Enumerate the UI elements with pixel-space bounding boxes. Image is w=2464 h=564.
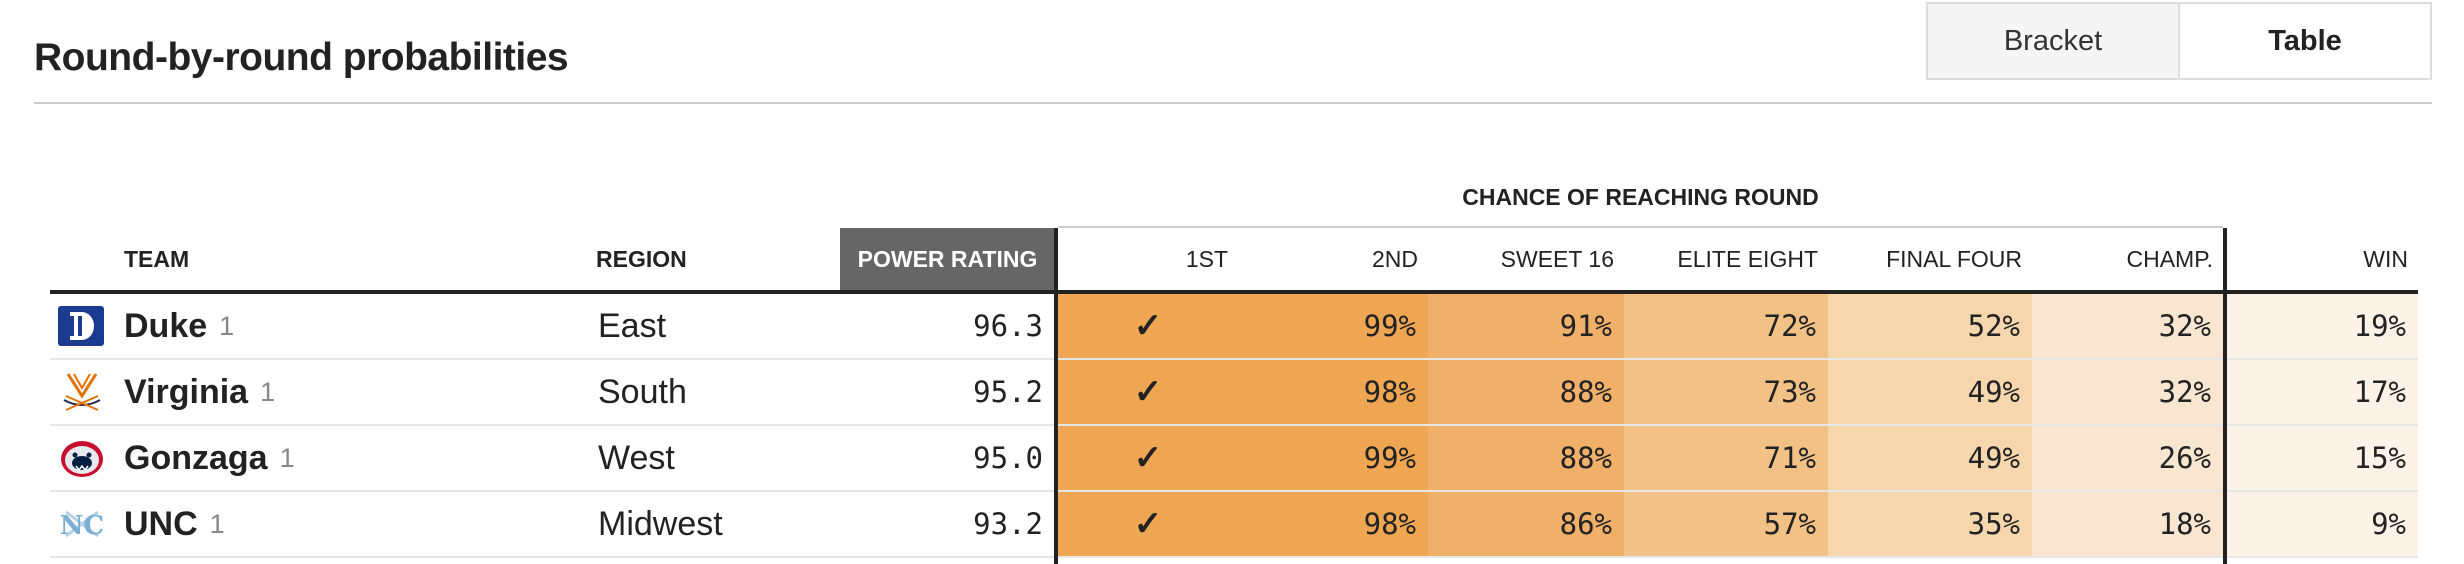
bracket-view-button[interactable]: Bracket bbox=[1928, 4, 2180, 78]
cell-e8: 71% bbox=[1624, 426, 1828, 490]
chance-group-header: CHANCE OF REACHING ROUND bbox=[1462, 184, 1819, 210]
power-rating-cell: 96.3 bbox=[973, 309, 1043, 343]
cell-win: 19% bbox=[2227, 294, 2418, 358]
team-name: Duke bbox=[124, 306, 208, 345]
power-rating-cell: 93.2 bbox=[973, 507, 1043, 541]
cell-champ: 26% bbox=[2032, 426, 2223, 490]
cell-r1: ✓ bbox=[1058, 492, 1238, 556]
page-title: Round-by-round probabilities bbox=[34, 36, 569, 79]
table-row[interactable]: ✓ 98% 88% 73% 49% 32% 17% Virginia 1 South 95.2 bbox=[50, 360, 2418, 426]
column-header-1st[interactable]: 1ST bbox=[1185, 245, 1228, 272]
team-seed: 1 bbox=[219, 310, 235, 341]
row-divider bbox=[50, 424, 2418, 426]
cell-win: 9% bbox=[2227, 492, 2418, 556]
team-cell: Gonzaga 1 bbox=[124, 426, 295, 490]
team-name: Gonzaga bbox=[124, 438, 268, 477]
table-row[interactable]: ✓ 98% 86% 57% 35% 18% 9% NC UNC 1 Midwest 93.2 bbox=[50, 492, 2418, 558]
team-name: UNC bbox=[124, 504, 198, 543]
group-header-rule bbox=[1058, 226, 2223, 228]
column-header-final-four[interactable]: FINAL FOUR bbox=[1886, 245, 2022, 272]
row-divider bbox=[50, 556, 2418, 558]
cell-f4: 35% bbox=[1828, 492, 2032, 556]
cell-r1: ✓ bbox=[1058, 294, 1238, 358]
table-divider-left bbox=[1054, 228, 1058, 564]
region-cell: South bbox=[598, 372, 687, 411]
cell-e8: 72% bbox=[1624, 294, 1828, 358]
cell-win: 17% bbox=[2227, 360, 2418, 424]
gonzaga-logo-icon bbox=[58, 436, 106, 480]
row-divider bbox=[50, 358, 2418, 360]
cell-r1: ✓ bbox=[1058, 426, 1238, 490]
cell-s16: 86% bbox=[1428, 492, 1624, 556]
column-header-elite-eight[interactable]: ELITE EIGHT bbox=[1677, 245, 1818, 272]
team-cell: Virginia 1 bbox=[124, 360, 275, 424]
duke-logo-icon bbox=[58, 304, 106, 348]
title-divider bbox=[34, 102, 2432, 104]
cell-champ: 32% bbox=[2032, 294, 2223, 358]
column-header-region[interactable]: REGION bbox=[596, 245, 687, 272]
region-cell: Midwest bbox=[598, 504, 723, 543]
team-cell: Duke 1 bbox=[124, 294, 234, 358]
cell-s16: 88% bbox=[1428, 360, 1624, 424]
cell-r2: 99% bbox=[1238, 426, 1428, 490]
team-name: Virginia bbox=[124, 372, 249, 411]
team-cell: UNC 1 bbox=[124, 492, 225, 556]
cell-win: 15% bbox=[2227, 426, 2418, 490]
table-divider-right bbox=[2223, 228, 2227, 564]
cell-e8: 73% bbox=[1624, 360, 1828, 424]
table-row[interactable]: ✓ 99% 91% 72% 52% 32% 19% Duke 1 East 96.3 bbox=[50, 294, 2418, 360]
cell-r2: 99% bbox=[1238, 294, 1428, 358]
column-header-2nd[interactable]: 2ND bbox=[1371, 245, 1418, 272]
virginia-logo-icon bbox=[58, 370, 106, 414]
column-header-win[interactable]: WIN bbox=[2363, 245, 2408, 272]
region-cell: East bbox=[598, 306, 667, 345]
cell-s16: 91% bbox=[1428, 294, 1624, 358]
team-seed: 1 bbox=[260, 376, 276, 407]
cell-f4: 49% bbox=[1828, 426, 2032, 490]
region-cell: West bbox=[598, 438, 675, 477]
cell-r2: 98% bbox=[1238, 492, 1428, 556]
cell-r1: ✓ bbox=[1058, 360, 1238, 424]
cell-champ: 18% bbox=[2032, 492, 2223, 556]
row-divider bbox=[50, 490, 2418, 492]
table-view-button[interactable]: Table bbox=[2180, 4, 2430, 78]
cell-r2: 98% bbox=[1238, 360, 1428, 424]
power-rating-cell: 95.2 bbox=[973, 375, 1043, 409]
team-seed: 1 bbox=[279, 442, 295, 473]
column-header-champ[interactable]: CHAMP. bbox=[2126, 245, 2214, 272]
header-rule bbox=[50, 290, 2418, 294]
cell-f4: 49% bbox=[1828, 360, 2032, 424]
cell-e8: 57% bbox=[1624, 492, 1828, 556]
view-toggle: Bracket Table bbox=[1926, 2, 2432, 80]
column-header-power-rating[interactable]: POWER RATING bbox=[840, 228, 1055, 290]
column-header-team[interactable]: TEAM bbox=[124, 245, 190, 272]
cell-s16: 88% bbox=[1428, 426, 1624, 490]
power-rating-cell: 95.0 bbox=[973, 441, 1043, 475]
unc-logo-icon: NC bbox=[58, 502, 106, 546]
column-header-sweet-16[interactable]: SWEET 16 bbox=[1500, 245, 1614, 272]
cell-champ: 32% bbox=[2032, 360, 2223, 424]
team-seed: 1 bbox=[209, 508, 225, 539]
cell-f4: 52% bbox=[1828, 294, 2032, 358]
table-row[interactable]: ✓ 99% 88% 71% 49% 26% 15% Gonzaga 1 West 95.0 bbox=[50, 426, 2418, 492]
